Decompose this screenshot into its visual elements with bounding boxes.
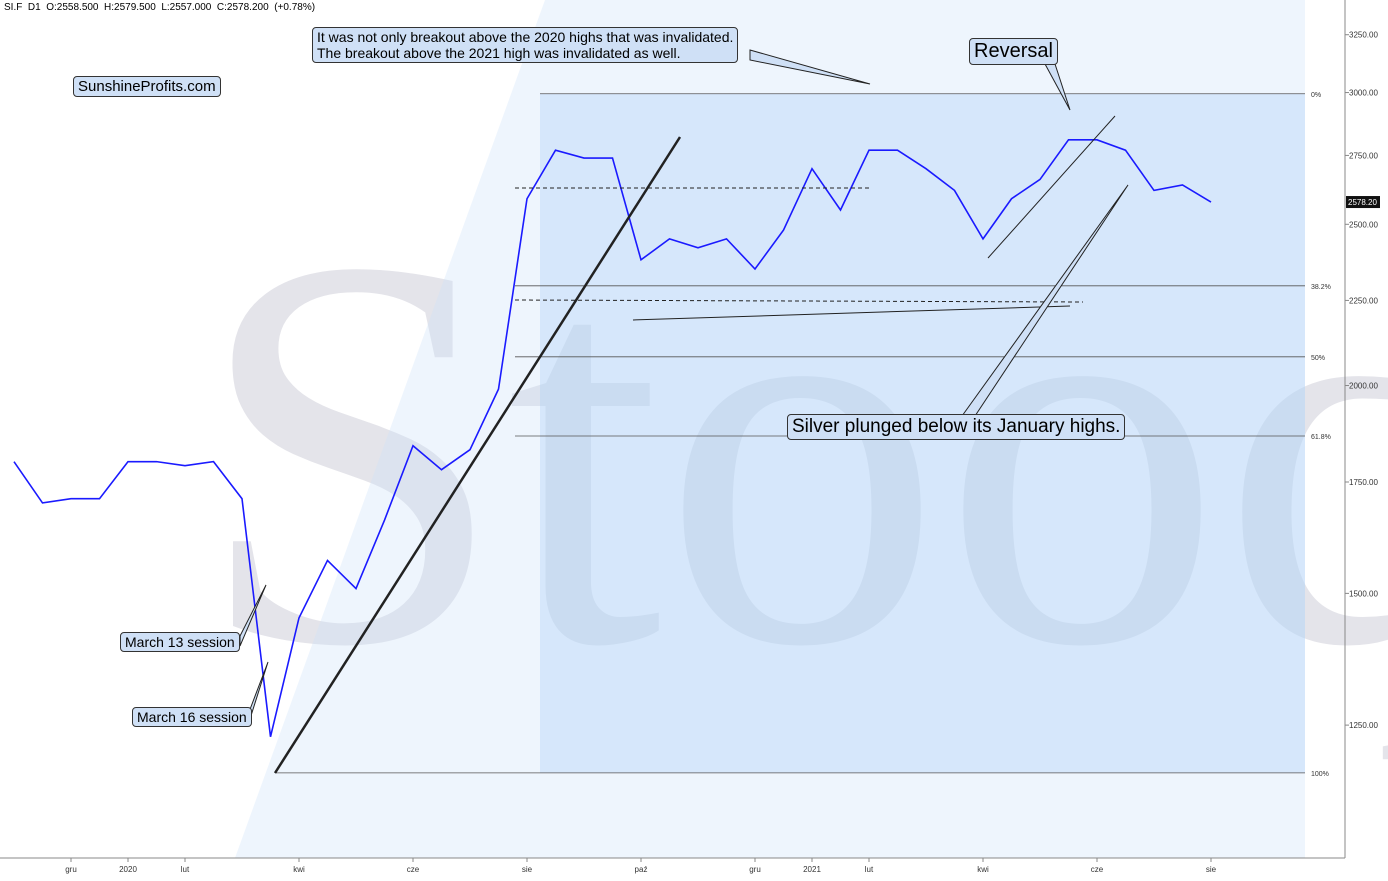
channel-zone: [235, 0, 1305, 858]
watermark-label: SunshineProfits.com: [73, 76, 221, 97]
callout: Silver plunged below its January highs.: [787, 414, 1126, 440]
x-tick-label: cze: [407, 865, 420, 874]
x-tick-label: cze: [1091, 865, 1104, 874]
fib-label: 50%: [1311, 355, 1325, 362]
callout: Reversal: [969, 38, 1058, 65]
callout-line: It was not only breakout above the 2020 …: [317, 29, 734, 45]
x-tick-label: paź: [635, 865, 648, 874]
fib-label: 100%: [1311, 771, 1329, 778]
x-tick-label: lut: [865, 865, 874, 874]
y-tick-label: 1750.00: [1349, 478, 1378, 487]
fib-label: 0%: [1311, 92, 1321, 99]
y-tick-label: 2250.00: [1349, 296, 1378, 305]
x-tick-label: lut: [181, 865, 190, 874]
callout: March 16 session: [132, 707, 252, 727]
trend-line: [273, 136, 682, 774]
y-tick-label: 3250.00: [1349, 31, 1378, 40]
price-label: 2578.20: [1348, 198, 1377, 207]
trend-line: [987, 115, 1116, 259]
callout: It was not only breakout above the 2020 …: [312, 27, 739, 63]
callout-line: The breakout above the 2021 high was inv…: [317, 45, 681, 61]
x-tick-label: kwi: [977, 865, 989, 874]
x-tick-label: 2021: [803, 865, 821, 874]
price-marker: [1346, 196, 1380, 209]
x-tick-label: kwi: [293, 865, 305, 874]
fib-label: 38.2%: [1311, 284, 1331, 291]
x-tick-label: gru: [749, 865, 761, 874]
y-tick-label: 1250.00: [1349, 721, 1378, 730]
header: SI.F D1 O:2558.500 H:2579.500 L:2557.000…: [4, 2, 316, 13]
y-tick-label: 2750.00: [1349, 151, 1378, 160]
dashed-line: [514, 299, 1084, 303]
x-tick-label: gru: [65, 865, 77, 874]
callout-pointer: [239, 584, 267, 647]
y-tick-label: 3000.00: [1349, 89, 1378, 98]
x-tick-label: 2020: [119, 865, 137, 874]
callout-pointer: [749, 49, 871, 85]
watermark: Stooq: [195, 142, 1388, 763]
fib-label: 61.8%: [1311, 434, 1331, 441]
x-tick-label: sie: [1206, 865, 1217, 874]
x-tick-label: sie: [522, 865, 533, 874]
drawings: [239, 49, 1129, 774]
callout: March 13 session: [120, 632, 240, 652]
y-tick-label: 2000.00: [1349, 382, 1378, 391]
support-line: [632, 305, 1071, 321]
y-tick-label: 1500.00: [1349, 589, 1378, 598]
price-line: [13, 139, 1212, 737]
y-tick-label: 2500.00: [1349, 220, 1378, 229]
